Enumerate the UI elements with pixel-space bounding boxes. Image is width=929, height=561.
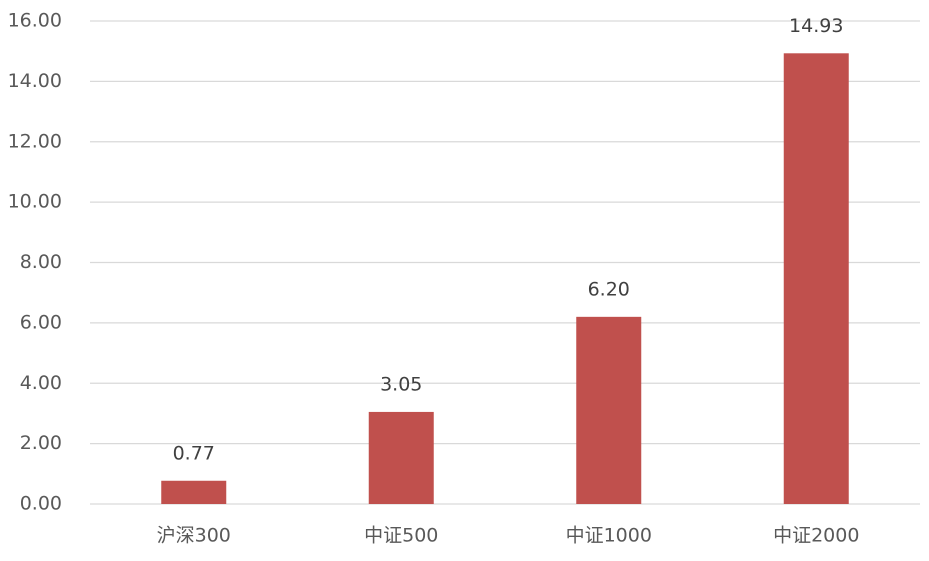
bar	[783, 53, 849, 504]
x-tick-label: 中证2000	[773, 525, 859, 547]
value-label: 3.05	[380, 373, 422, 395]
bar	[161, 480, 227, 504]
y-tick-label: 16.00	[8, 10, 62, 32]
x-tick-label: 中证500	[364, 525, 438, 547]
y-tick-label: 0.00	[20, 493, 62, 515]
y-tick-label: 8.00	[20, 251, 62, 273]
x-tick-label: 中证1000	[566, 525, 652, 547]
y-tick-label: 2.00	[20, 432, 62, 454]
bar	[576, 316, 642, 504]
y-tick-label: 12.00	[8, 130, 62, 152]
value-label: 6.20	[588, 278, 630, 300]
y-tick-label: 10.00	[8, 191, 62, 213]
bar	[368, 411, 434, 504]
x-tick-label: 沪深300	[157, 525, 231, 547]
y-tick-label: 6.00	[20, 311, 62, 333]
value-label: 0.77	[173, 442, 215, 464]
y-tick-label: 14.00	[8, 70, 62, 92]
value-label: 14.93	[789, 15, 843, 37]
y-tick-label: 4.00	[20, 372, 62, 394]
